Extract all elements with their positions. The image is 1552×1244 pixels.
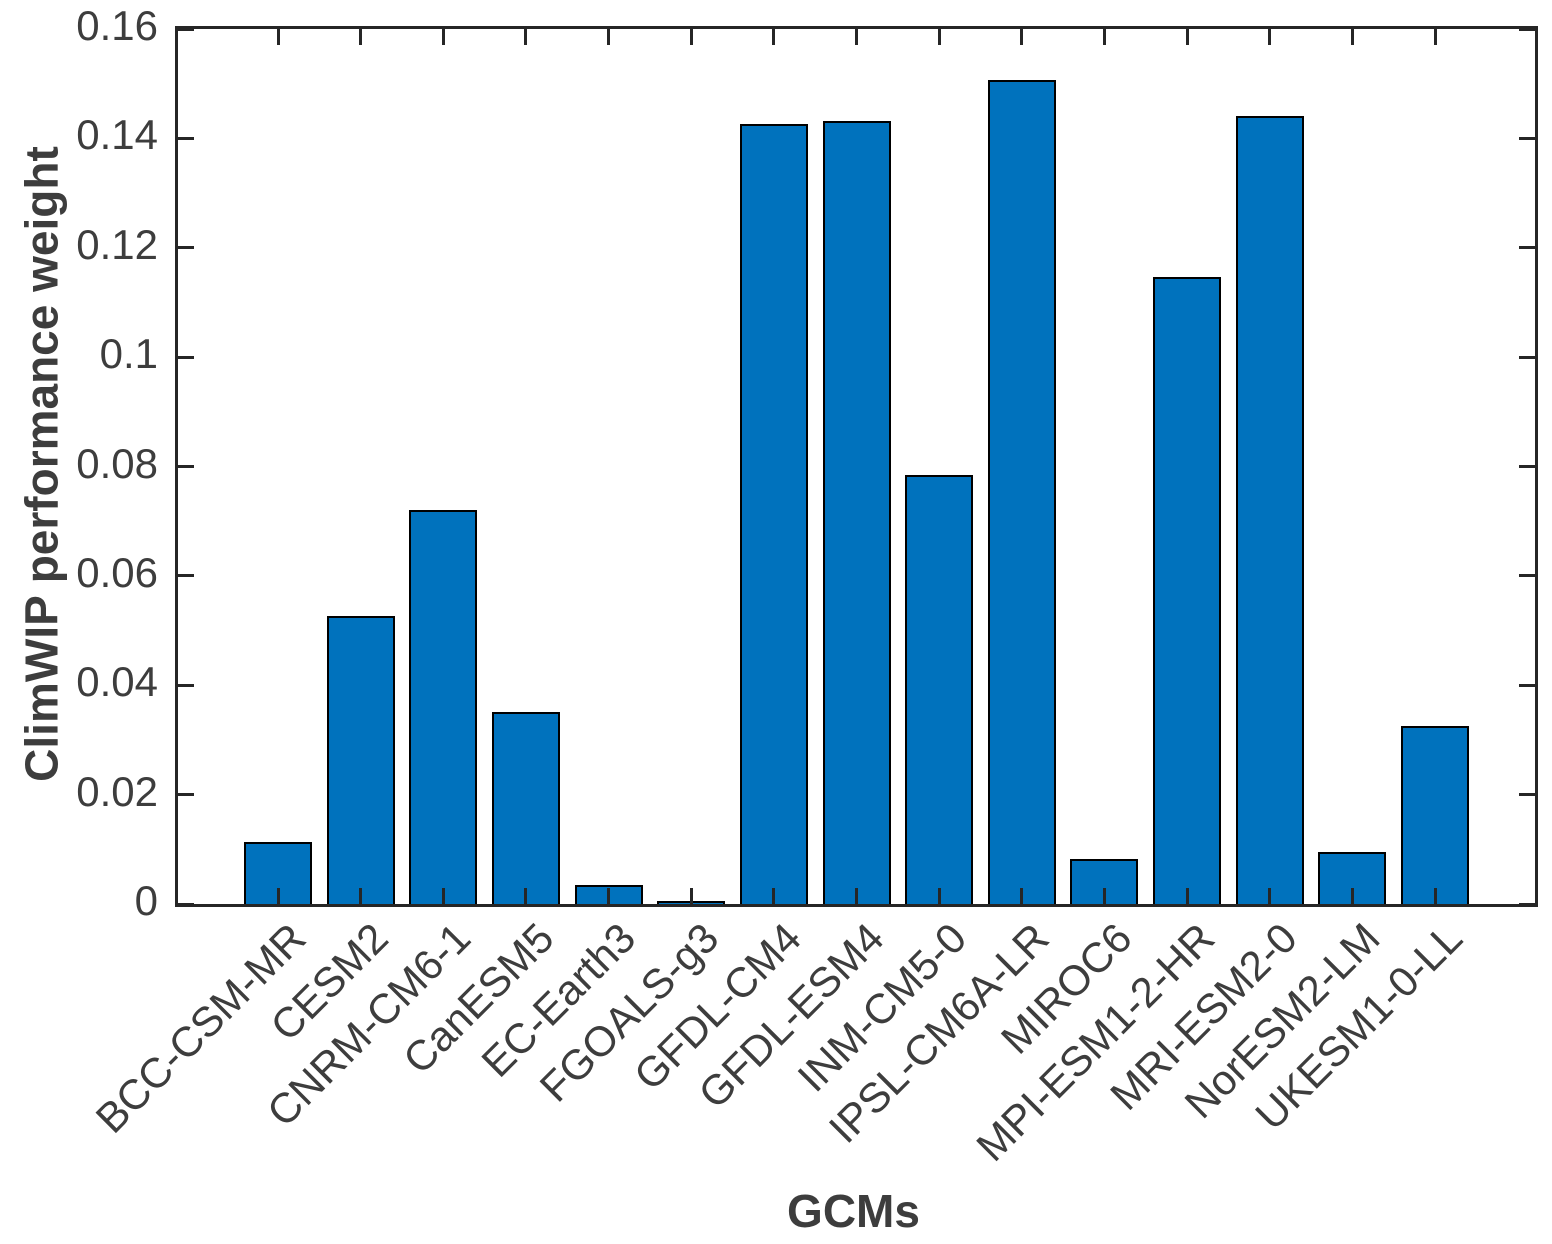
y-tick-label: 0.04 [76,658,158,706]
x-tick-bottom [1020,888,1024,904]
x-tick-top [937,29,941,45]
x-tick-bottom [1433,888,1437,904]
bar-CESM2 [326,615,395,904]
y-tick-right [1519,136,1535,140]
x-tick-bottom [441,888,445,904]
x-tick-top [1433,29,1437,45]
x-tick-bottom [855,888,858,904]
y-tick-label: 0.08 [76,439,158,487]
bar-CNRM-CM6-1 [409,510,478,904]
x-tick-bottom [689,888,693,904]
y-tick-right [1519,246,1535,250]
y-tick-right [1519,793,1535,797]
x-tick-top [1268,29,1272,45]
y-tick-right [1519,574,1535,578]
x-tick-top [1185,29,1189,45]
x-tick-top [276,29,280,45]
y-tick-left [178,574,194,578]
bar-MRI-ESM2-0 [1235,115,1304,904]
x-axis-title: GCMs [787,1185,920,1237]
y-tick-left [178,793,194,797]
x-tick-bottom [1102,888,1106,904]
y-tick-right [1519,902,1535,906]
x-tick-bottom [276,888,280,904]
bar-UKESM1-0-LL [1401,726,1469,904]
y-tick-right [1519,683,1535,687]
x-tick-bottom [937,888,941,904]
x-tick-bottom [359,888,363,904]
plot-area [175,26,1538,907]
y-tick-label: 0.02 [76,767,158,815]
y-tick-left [178,27,194,31]
y-tick-label: 0.1 [99,330,158,378]
x-tick-top [359,29,363,45]
x-tick-top [855,29,858,45]
y-tick-left [178,355,194,359]
x-tick-bottom [1268,888,1272,904]
bar-GFDL-ESM4 [822,120,891,904]
y-tick-left [178,902,194,906]
x-tick-top [1020,29,1024,45]
bar-CanESM5 [491,712,560,904]
x-tick-top [1350,29,1354,45]
y-tick-label: 0.12 [76,220,158,268]
bar-MPI-ESM1-2-HR [1153,276,1222,904]
y-tick-label: 0.14 [76,111,158,159]
y-tick-left [178,136,194,140]
y-tick-label: 0 [134,877,158,924]
x-tick-top [607,29,611,45]
x-tick-bottom [607,888,611,904]
x-tick-bottom [1185,888,1189,904]
x-tick-bottom [524,888,528,904]
y-tick-left [178,246,194,250]
y-tick-label: 0.06 [76,548,158,596]
x-tick-top [524,29,528,45]
bar-GFDL-CM4 [739,124,808,904]
x-tick-top [441,29,445,45]
y-tick-label: 0.16 [76,2,158,49]
x-tick-bottom [1350,888,1354,904]
bar-IPSL-CM6A-LR [987,79,1056,904]
x-tick-top [772,29,776,45]
bar-INM-CM5-0 [905,475,974,904]
y-tick-right [1519,27,1535,31]
x-tick-top [689,29,693,45]
x-tick-top [1102,29,1106,45]
y-tick-left [178,683,194,687]
y-tick-right [1519,465,1535,468]
y-tick-left [178,465,194,468]
x-tick-bottom [772,888,776,904]
y-tick-right [1519,355,1535,359]
